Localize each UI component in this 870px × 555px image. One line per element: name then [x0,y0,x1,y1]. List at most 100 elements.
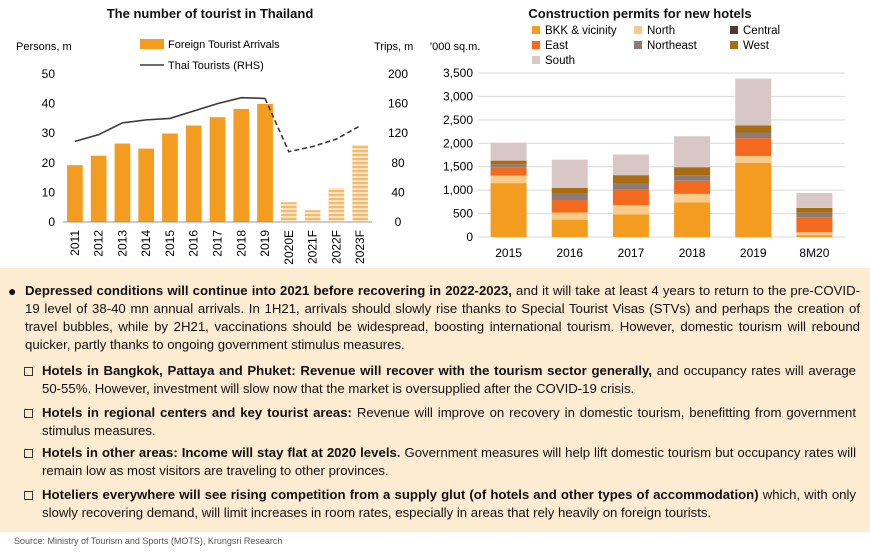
y-tick-label: 3,500 [443,66,473,80]
foreign-arrivals-bar [209,117,226,222]
sub-bullet-1: Hotels in Bangkok, Pattaya and Phuket: R… [24,362,856,398]
left-y-tick: 10 [42,185,56,199]
legend-label: North [647,25,675,37]
permit-bar-segment [674,136,711,168]
left-y-tick: 50 [42,67,56,81]
x-tick-label: 2013 [115,230,129,257]
sub-bullet-3-text: Government measures will help lift domes… [42,445,856,478]
permit-bar-segment [551,212,588,220]
square-bullet-icon [24,367,33,376]
permit-bar-segment [490,142,527,161]
y-tick-label: 1,000 [443,183,473,197]
legend-swatch [532,26,540,34]
sub-bullet-4-text: which, with only slowly recovering deman… [42,487,857,520]
sub-bullet-1-bold: Hotels in Bangkok, Pattaya and Phuket: R… [42,363,653,378]
legend-label: East [545,40,569,52]
permit-bar-segment [735,138,772,156]
permit-bar-segment [490,164,527,168]
foreign-arrivals-bar [114,143,131,222]
bullet-dot-icon: ● [8,283,17,299]
permit-bar-segment [796,192,833,208]
permit-bar-segment [551,159,588,188]
x-tick-label: 2015 [495,246,522,260]
left-y-axis-label: Persons, m [16,41,72,53]
right-y-tick: 120 [388,126,408,140]
commentary-panel: ● Depressed conditions will continue int… [0,268,870,532]
foreign-arrivals-bar [67,165,83,222]
legend-swatch [532,41,540,49]
right-y-tick: 40 [391,185,405,199]
legend-thai-tourists: Thai Tourists (RHS) [168,60,264,72]
permit-bar-segment [490,175,527,184]
sub-bullet-2: Hotels in regional centers and key touri… [24,404,856,440]
source-note: Source: Ministry of Tourism and Sports (… [14,536,283,546]
permit-bar-segment [551,219,588,237]
legend-swatch [730,26,738,34]
right-chart-y-label: '000 sq.m. [430,41,480,53]
foreign-arrivals-bar [280,202,297,222]
sub-bullet-2-bold: Hotels in regional centers and key touri… [42,405,352,420]
legend-label: Central [743,25,780,37]
foreign-arrivals-bar [257,103,273,222]
x-tick-label: 8M20 [799,246,829,260]
legend-foreign-arrivals: Foreign Tourist Arrivals [168,39,280,51]
x-tick-label: 2017 [618,246,645,260]
foreign-arrivals-bar [352,145,368,222]
permit-bar-segment [735,78,772,126]
right-chart-title: Construction permits for new hotels [528,6,752,21]
x-tick-label: 2012 [92,230,106,257]
permit-bar-segment [796,212,833,218]
permit-bar-segment [796,235,833,237]
legend-swatch [634,26,642,34]
sub-bullet-4: Hoteliers everywhere will see rising com… [24,486,856,522]
legend-label: West [743,40,770,52]
legend-label: BKK & vicinity [545,25,617,37]
permit-bar-segment [735,162,772,237]
permit-bar-segment [551,193,588,200]
square-bullet-icon [24,491,33,500]
x-tick-label: 2023F [353,230,367,264]
foreign-arrivals-bar [233,108,250,222]
permit-bar-segment [735,132,772,139]
x-tick-label: 2020E [282,230,296,265]
permit-bar-segment [490,167,527,176]
y-tick-label: 1,500 [443,160,473,174]
permit-bar-segment [674,180,711,194]
left-y-tick: 20 [42,156,56,170]
sub-bullet-3-bold: Hotels in other areas: Income will stay … [42,445,401,460]
x-tick-label: 2021F [306,230,320,264]
permit-bar-segment [674,167,711,176]
permit-bar-segment [796,217,833,233]
foreign-arrivals-bar [328,187,345,222]
permit-bar-segment [612,189,649,206]
legend-bar-swatch [140,39,164,49]
right-y-tick: 80 [391,156,405,170]
y-tick-label: 3,000 [443,89,473,103]
permit-bar-segment [735,155,772,163]
permit-bar-segment [612,205,649,215]
main-bullet-text: and it will take at least 4 years to ret… [25,283,860,352]
foreign-arrivals-bar [304,210,321,222]
legend-swatch [532,56,540,64]
permit-bar-segment [796,232,833,236]
x-tick-label: 2016 [556,246,583,260]
sub-bullet-1-text: and occupancy rates will average 50-55%.… [42,363,856,396]
y-tick-label: 2,500 [443,113,473,127]
permit-bar-segment [796,207,833,213]
permit-bar-segment [612,154,649,176]
x-tick-label: 2017 [211,230,225,257]
permit-bar-segment [612,175,649,184]
y-tick-label: 2,000 [443,136,473,150]
x-tick-label: 2022F [329,230,343,264]
legend-swatch [730,41,738,49]
permit-bar-segment [735,125,772,133]
x-tick-label: 2019 [740,246,767,260]
left-y-tick: 0 [48,215,55,229]
y-tick-label: 0 [466,230,473,244]
foreign-arrivals-bar [90,155,107,222]
right-y-axis-label: Trips, m [374,41,413,53]
main-bullet-bold: Depressed conditions will continue into … [25,283,512,298]
right-y-tick: 0 [395,215,402,229]
left-y-tick: 40 [42,97,56,111]
foreign-arrivals-bar [185,125,202,222]
